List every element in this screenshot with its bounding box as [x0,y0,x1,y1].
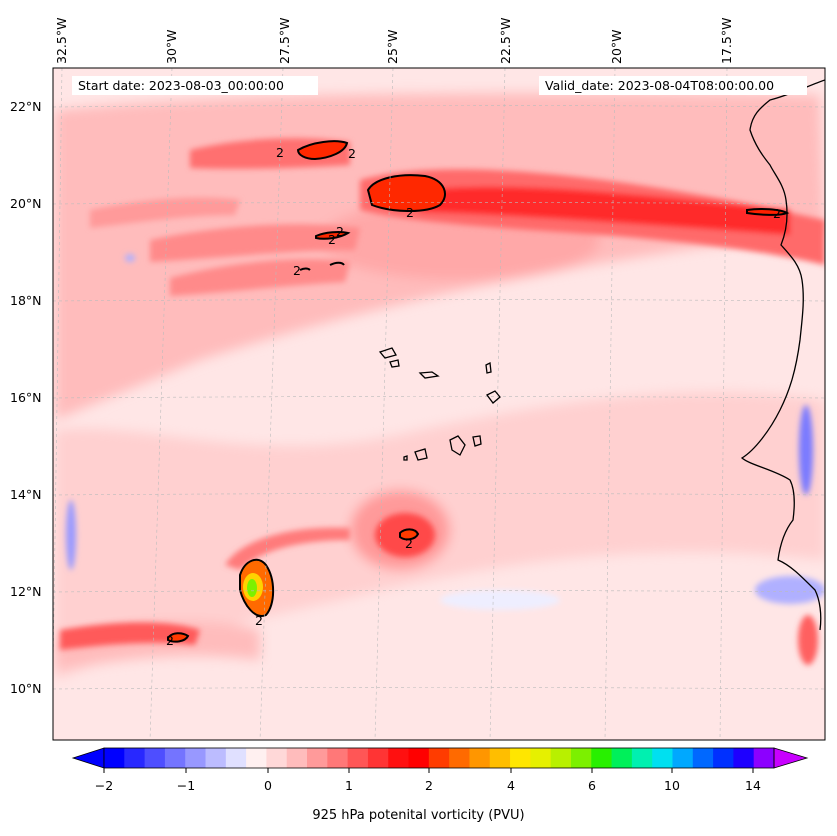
colorbar-cell [489,748,511,768]
colorbar-cell [652,748,673,768]
colorbar-cell [185,748,207,768]
contour-label: 2 [276,145,284,160]
map-frame [52,67,826,741]
map-plot-area: 2 2 2 2 2 2 2 2 2 2 [53,68,825,740]
lon-label: 17.5°W [719,18,734,64]
colorbar-tick-label: 14 [745,778,761,793]
coastline [378,79,825,631]
colorbar-min-arrow [71,747,105,769]
contour-label: 2 [166,633,174,648]
colorbar-cell [672,748,694,768]
contour-label: 2 [348,146,356,161]
lat-label: 18°N [10,293,42,308]
lat-label: 14°N [10,487,42,502]
colorbar-cell [631,748,653,768]
colorbar-tick-label: −1 [177,778,195,793]
colorbar-cell [408,748,430,768]
pv-red-bands [60,138,825,665]
colorbar-cell [428,748,450,768]
colorbar-cell [286,748,308,768]
contour-label: 2 [336,224,344,239]
contour-label: 2 [328,232,336,247]
contour-label: 2 [773,206,781,221]
colorbar-cell [550,748,572,768]
valid-date: Valid_date: 2023-08-04T08:00:00.00 [539,76,807,95]
start-date: Start date: 2023-08-03_00:00:00 [72,76,318,95]
colorbar-cell [205,748,227,768]
colorbar-cell [246,748,267,768]
colorbar-cell [570,748,592,768]
colorbar-cell [104,748,125,768]
colorbar: −2 −1 0 1 2 4 6 10 14 [71,747,809,793]
contour-labels: 2 2 2 2 2 2 2 2 2 2 [166,145,781,648]
lon-label: 32.5°W [54,18,69,64]
colorbar-cell [347,748,369,768]
contour-label: 2 [293,263,301,278]
lon-label: 20°W [609,29,624,64]
contour-label: 2 [255,613,263,628]
contour-label: 2 [406,205,414,220]
pv-maxima [167,140,790,643]
colorbar-cell [611,748,633,768]
longitude-labels: 32.5°W 30°W 27.5°W 25°W 22.5°W 20°W 17.5… [54,18,734,64]
colorbar-tick-label: −2 [95,778,113,793]
lon-label: 30°W [164,29,179,64]
colorbar-tick-label: 6 [588,778,596,793]
colorbar-cell [449,748,470,768]
colorbar-cell [591,748,613,768]
colorbar-tick-label: 10 [664,778,680,793]
colorbar-tick-label: 0 [264,778,272,793]
lon-label: 22.5°W [498,18,513,64]
colorbar-tick-label: 1 [345,778,353,793]
colorbar-cell [124,748,146,768]
colorbar-cell [327,748,349,768]
colorbar-cell [367,748,389,768]
colorbar-cell [144,748,166,768]
colorbar-tick-label: 2 [425,778,433,793]
lat-label: 20°N [10,196,42,211]
lon-label: 27.5°W [277,18,292,64]
lat-label: 16°N [10,390,42,405]
colorbar-label: 925 hPa potenital vorticity (PVU) [312,808,525,823]
contour-label: 2 [405,536,413,551]
colorbar-cell [225,748,247,768]
colorbar-cell [388,748,410,768]
colorbar-cell [469,748,491,768]
colorbar-cell [266,748,288,768]
colorbar-cell [713,748,734,768]
colorbar-cell [510,748,531,768]
colorbar-cell [753,748,775,768]
colorbar-max-arrow [773,747,809,769]
latitude-labels: 22°N 20°N 18°N 16°N 14°N 12°N 10°N [10,99,42,696]
lon-label: 25°W [385,29,400,64]
colorbar-cell [164,748,186,768]
colorbar-tick-label: 4 [507,778,515,793]
colorbar-cell [692,748,714,768]
graticule [53,68,825,740]
lat-label: 22°N [10,99,42,114]
lat-label: 12°N [10,584,42,599]
colorbar-cell [530,748,552,768]
colorbar-cell [733,748,755,768]
colorbar-cell [307,748,328,768]
lat-label: 10°N [10,681,42,696]
